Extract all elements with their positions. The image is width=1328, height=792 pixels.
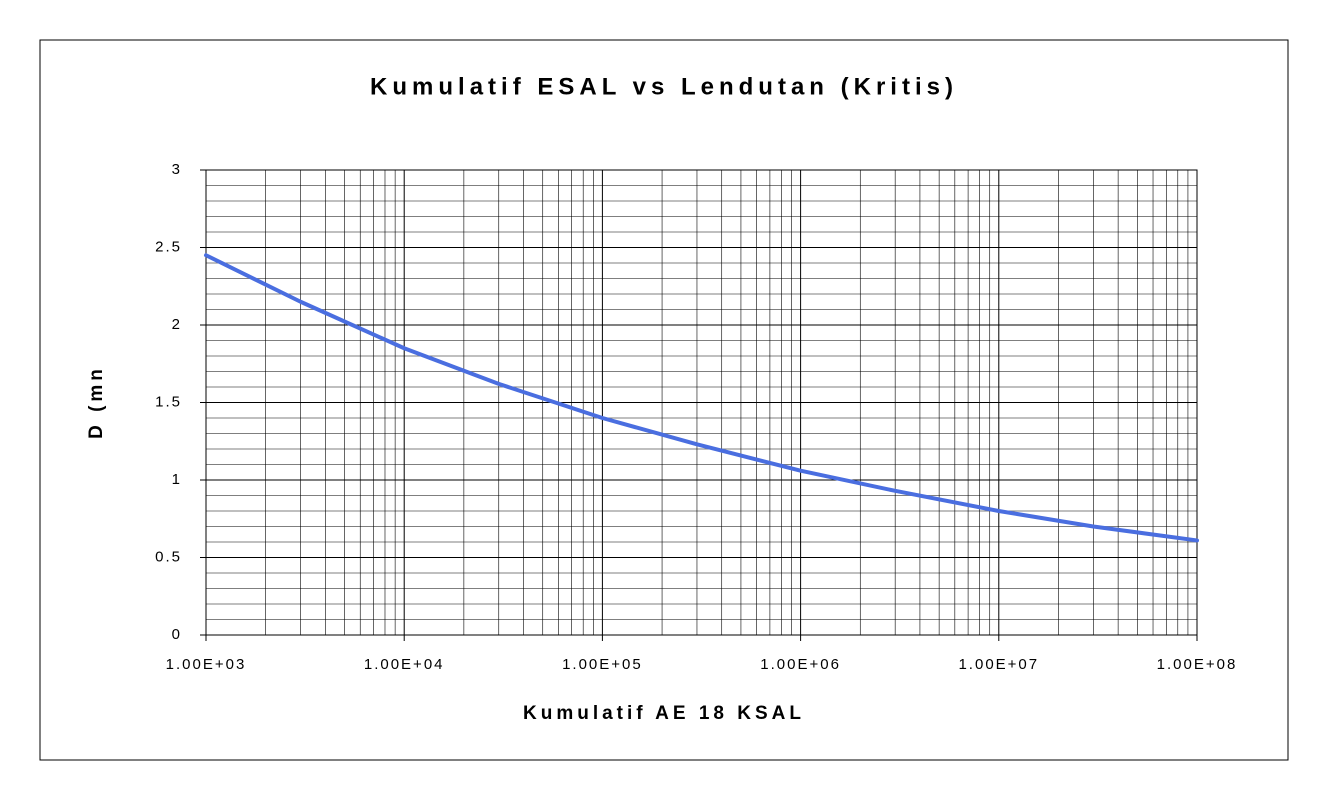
y-tick-label: 0 bbox=[172, 626, 182, 643]
y-tick-label: 0.5 bbox=[155, 548, 182, 565]
chart-frame bbox=[39, 39, 1289, 761]
y-axis-label: D (mn bbox=[86, 365, 107, 439]
y-tick-label: 1.5 bbox=[155, 393, 182, 410]
x-tick-label: 1.00E+07 bbox=[958, 656, 1039, 673]
y-tick-label: 2.5 bbox=[155, 238, 182, 255]
chart-title: Kumulatif ESAL vs Lendutan (Kritis) bbox=[370, 73, 958, 100]
y-tick-label: 3 bbox=[172, 161, 182, 178]
x-tick-label: 1.00E+06 bbox=[760, 656, 841, 673]
x-tick-label: 1.00E+04 bbox=[364, 656, 445, 673]
y-tick-label: 1 bbox=[172, 471, 182, 488]
x-tick-label: 1.00E+05 bbox=[562, 656, 643, 673]
y-tick-label: 2 bbox=[172, 316, 182, 333]
data-line bbox=[204, 253, 1199, 543]
x-tick-label: 1.00E+03 bbox=[166, 656, 247, 673]
plot-border bbox=[205, 169, 1198, 636]
x-tick-label: 1.00E+08 bbox=[1157, 656, 1238, 673]
x-axis-label: Kumulatif AE 18 KSAL bbox=[523, 703, 805, 724]
